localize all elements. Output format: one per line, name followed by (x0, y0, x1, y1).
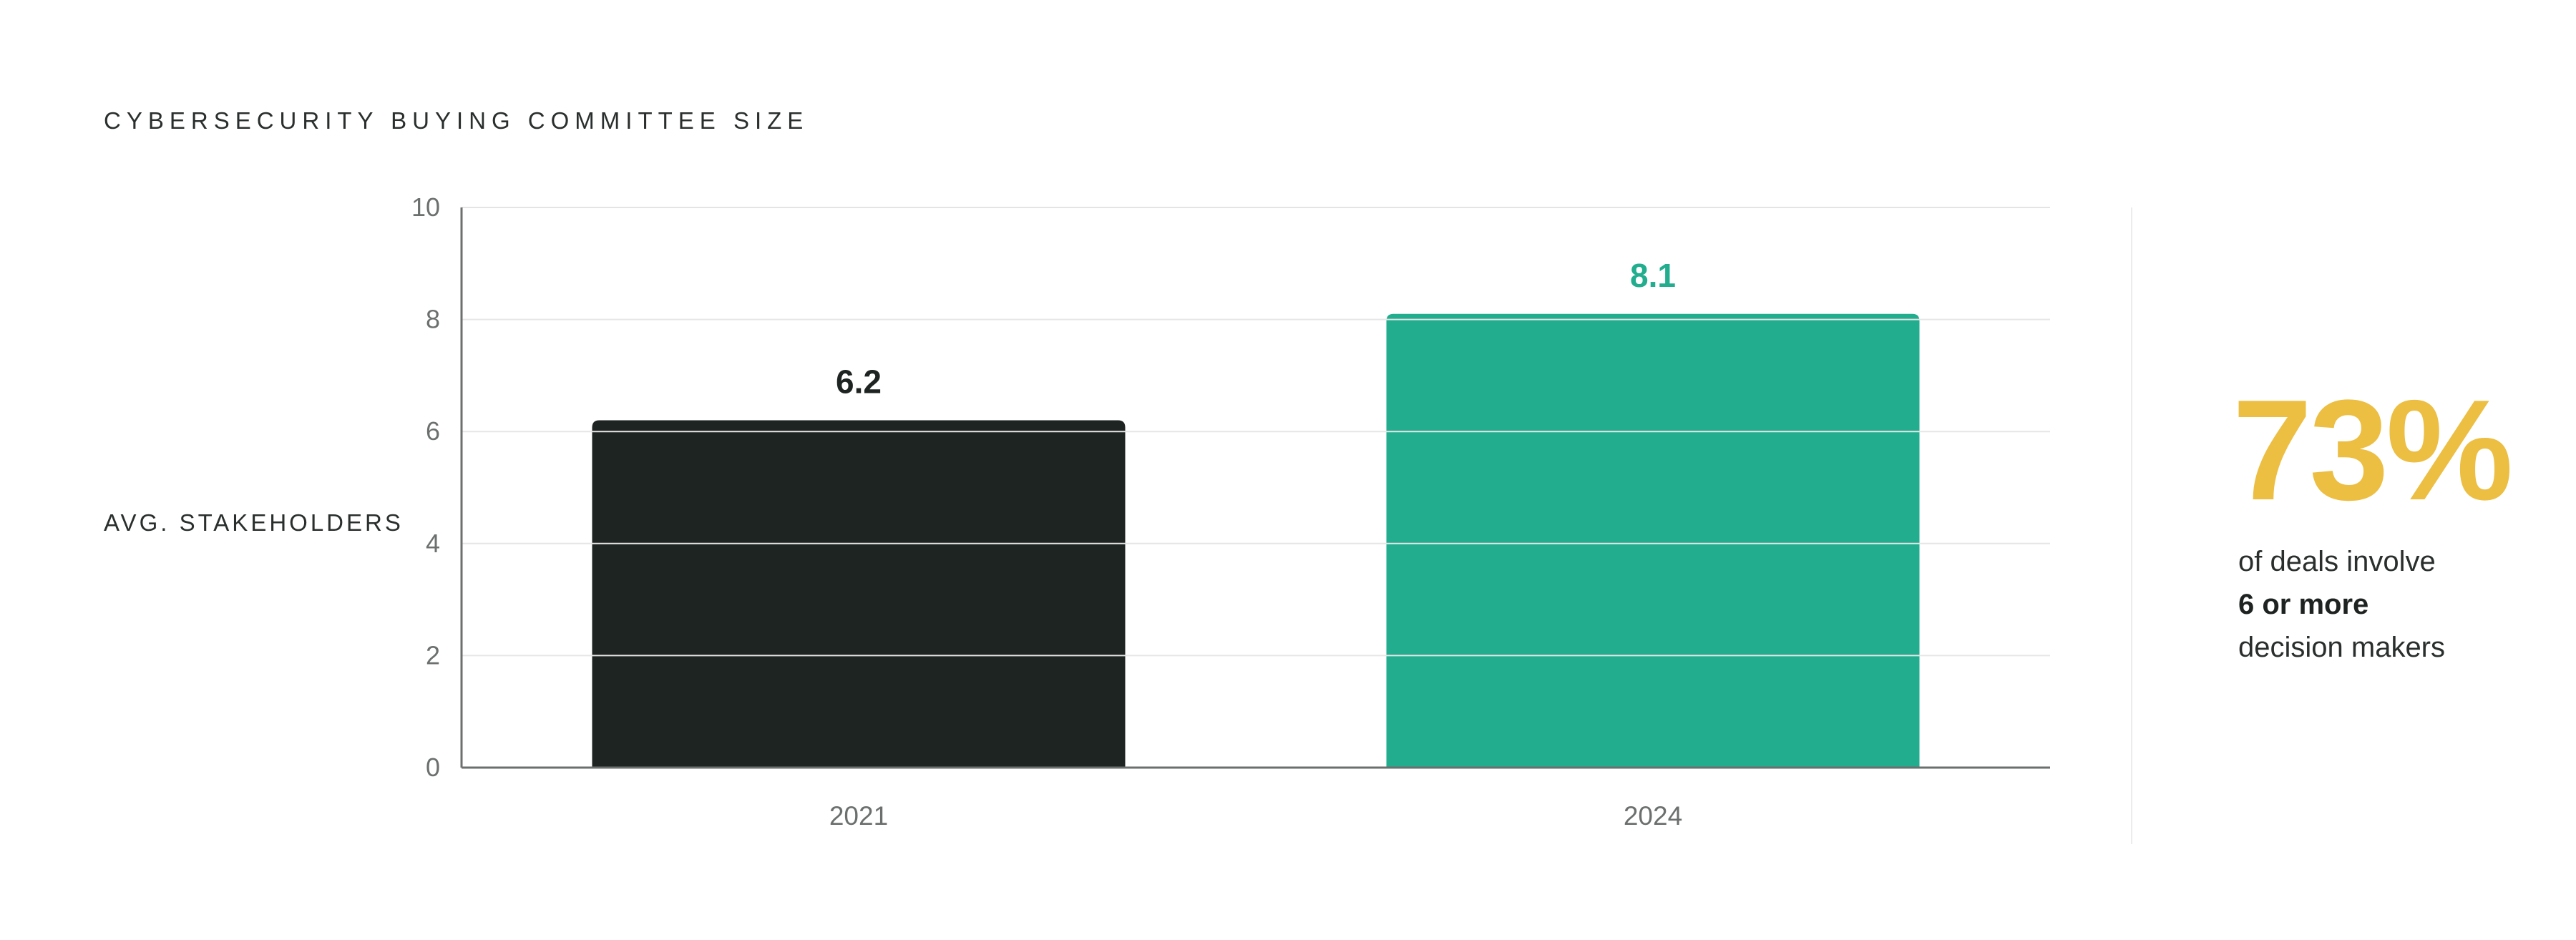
y-tick-label-6: 6 (426, 416, 440, 446)
bar-2024 (1386, 313, 1920, 768)
stat-line-2: 6 or more (2238, 589, 2369, 620)
value-label-2021: 6.2 (836, 363, 882, 401)
divider (2131, 207, 2132, 844)
stat-line-1: of deals involve (2238, 546, 2436, 577)
y-tick-label-10: 10 (411, 192, 440, 222)
bar-2021 (592, 420, 1126, 768)
stat-percentage: 73% (2233, 371, 2513, 530)
y-tick-label-8: 8 (426, 305, 440, 334)
value-label-2024: 8.1 (1630, 257, 1676, 294)
chart-title: CYBERSECURITY BUYING COMMITTEE SIZE (104, 107, 809, 134)
x-tick-label-2021: 2021 (829, 801, 888, 831)
stat-description: of deals involve 6 or more decision make… (2238, 540, 2445, 669)
stat-line-3: decision makers (2238, 632, 2446, 663)
y-axis-label: AVG. STAKEHOLDERS (104, 509, 404, 536)
y-tick-label-2: 2 (426, 640, 440, 670)
y-tick-label-4: 4 (426, 529, 440, 558)
x-tick-label-2024: 2024 (1624, 801, 1682, 831)
y-tick-label-0: 0 (426, 753, 440, 782)
